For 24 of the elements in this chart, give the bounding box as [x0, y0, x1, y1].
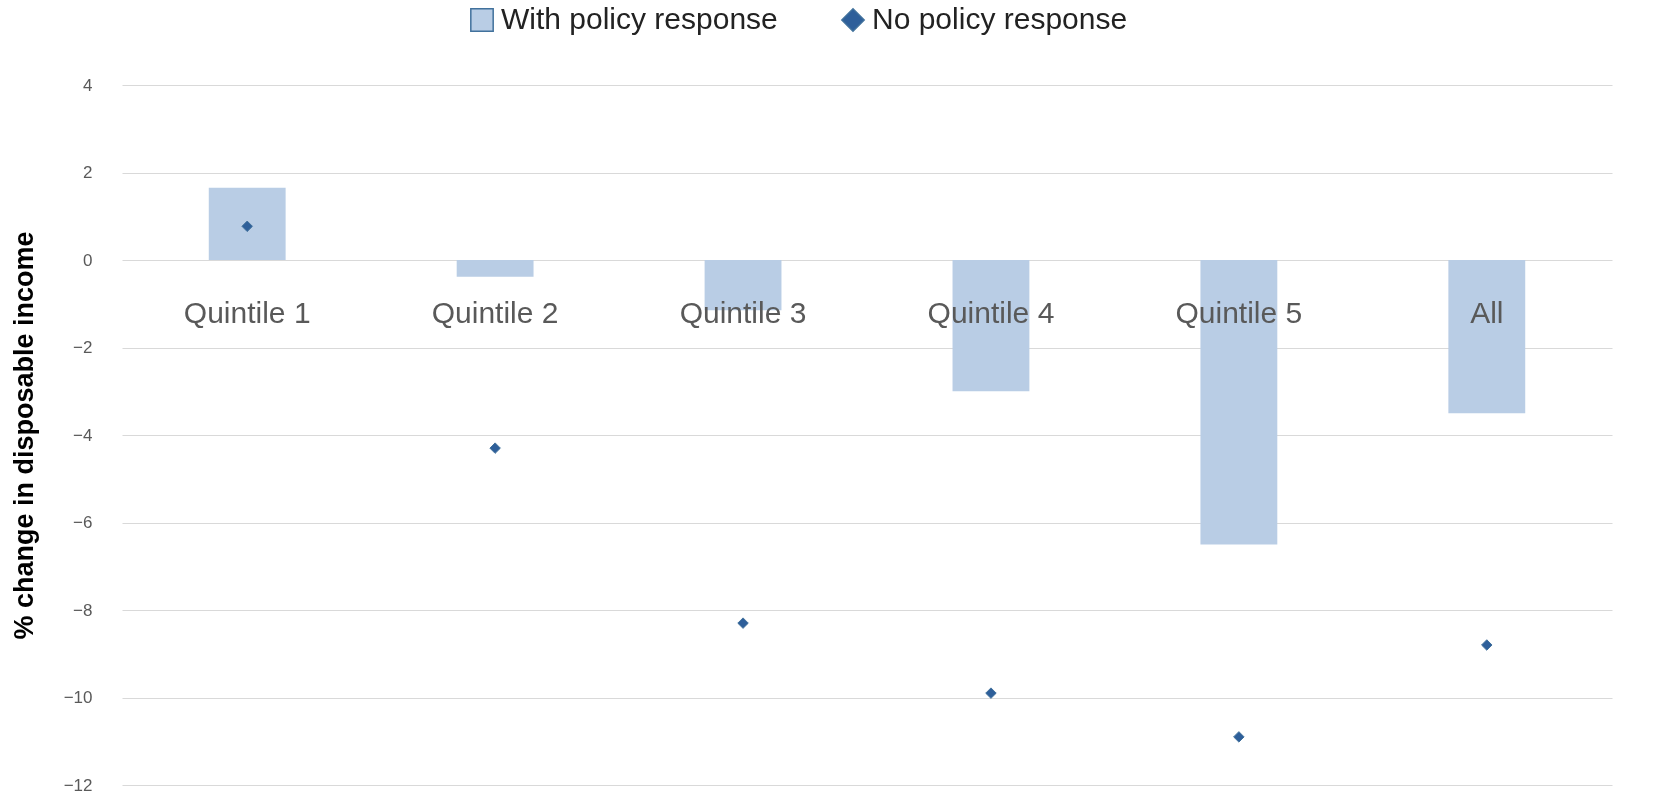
y-axis-title: % change in disposable income — [8, 231, 39, 640]
point — [1481, 639, 1493, 651]
x-tick-label: Quintile 2 — [431, 295, 559, 329]
legend-label: With policy response — [501, 2, 778, 35]
point — [985, 687, 997, 699]
y-tick-label: −4 — [73, 425, 93, 445]
point — [489, 442, 501, 454]
point — [1233, 731, 1245, 743]
point — [241, 220, 253, 233]
x-tick-label: Quintile 1 — [183, 295, 311, 329]
point — [737, 617, 749, 629]
y-tick-label: −6 — [73, 513, 93, 532]
y-tick-label: 0 — [83, 250, 93, 270]
y-tick-label: 2 — [83, 163, 93, 182]
x-tick-label: Quintile 4 — [927, 295, 1055, 329]
y-tick-label: −8 — [73, 600, 93, 620]
y-tick-label: −10 — [63, 688, 93, 707]
x-tick-label: Quintile 3 — [679, 295, 807, 329]
y-tick-label: 4 — [83, 75, 93, 95]
legend-label: No policy response — [872, 2, 1128, 35]
x-tick-label: Quintile 5 — [1175, 295, 1303, 329]
y-tick-label: −12 — [63, 775, 93, 795]
x-tick-label: All — [1470, 295, 1504, 329]
y-tick-label: −2 — [73, 338, 93, 357]
